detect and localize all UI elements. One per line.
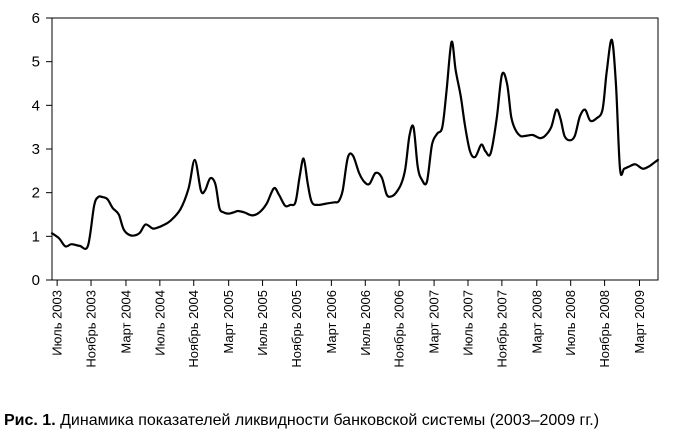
x-tick-label: Ноябрь 2004 (186, 290, 201, 368)
x-tick-label: Март 2005 (221, 290, 236, 354)
y-tick-label: 2 (32, 185, 40, 202)
y-tick-label: 0 (32, 272, 40, 289)
x-tick-label: Ноябрь 2003 (84, 290, 99, 368)
y-tick-label: 1 (32, 228, 40, 245)
x-tick-label: Июль 2006 (358, 290, 373, 356)
x-tick-label: Ноябрь 2008 (597, 290, 612, 368)
y-tick-label: 4 (32, 97, 40, 114)
figure-caption-number: Рис. 1. (4, 412, 56, 429)
y-axis: 0 1 2 3 4 5 6 (32, 10, 52, 289)
y-tick-label: 3 (32, 141, 40, 158)
figure-caption: Рис. 1. Динамика показателей ликвидности… (4, 412, 599, 430)
x-tick-label: Июль 2005 (255, 290, 270, 356)
x-tick-label: Ноябрь 2006 (392, 290, 407, 368)
series-line (50, 38, 660, 251)
x-tick-label: Июль 2003 (50, 290, 65, 356)
series-layer (50, 38, 660, 251)
plot-border (51, 17, 659, 281)
y-tick-label: 6 (32, 10, 40, 27)
x-tick-label: Ноябрь 2005 (289, 290, 304, 368)
x-tick-label: Март 2004 (118, 290, 133, 354)
y-tick-label: 5 (32, 54, 40, 71)
x-tick-label: Июль 2007 (460, 290, 475, 356)
x-tick-label: Ноябрь 2007 (494, 290, 509, 368)
x-tick-label: Март 2008 (529, 290, 544, 354)
x-tick-label: Март 2009 (632, 290, 647, 354)
x-tick-label: Март 2007 (427, 290, 442, 354)
x-tick-label: Март 2006 (324, 290, 339, 354)
x-tick-label: Июль 2008 (563, 290, 578, 356)
x-tick-label: Июль 2004 (152, 290, 167, 356)
figure-caption-text: Динамика показателей ликвидности банковс… (55, 412, 600, 429)
x-axis: Июль 2003 Ноябрь 2003 Март 2004 Июль 2004 Но… (50, 280, 647, 368)
plot-frame (51, 17, 659, 281)
